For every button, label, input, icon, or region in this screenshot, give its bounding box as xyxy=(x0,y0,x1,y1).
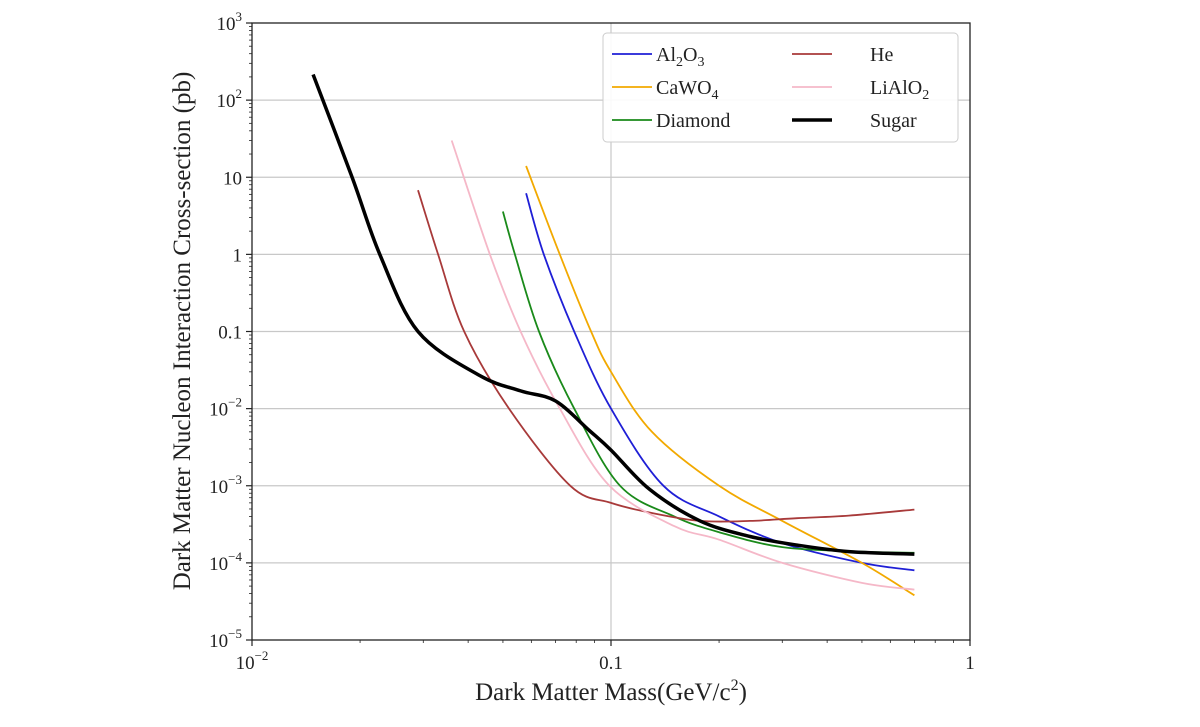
x-tick-label: 0.1 xyxy=(599,653,623,674)
legend-label: Diamond xyxy=(656,110,730,132)
series-line-lialo2 xyxy=(450,140,915,591)
series-group xyxy=(311,73,915,597)
legend-item-diamond: Diamond xyxy=(612,110,730,132)
series-line-sugar xyxy=(311,73,915,556)
y-tick-label: 10−5 xyxy=(209,626,242,652)
legend-label: He xyxy=(870,44,893,66)
series-line-diamond xyxy=(502,211,915,554)
y-tick-label: 103 xyxy=(217,9,243,35)
series-line-al2o3 xyxy=(525,193,915,572)
y-tick-label: 102 xyxy=(217,86,243,112)
legend-label: CaWO4 xyxy=(656,77,719,103)
y-tick-label: 10−3 xyxy=(209,472,242,498)
legend-item-lialo2: LiAlO2 xyxy=(792,77,929,103)
y-axis-label: Dark Matter Nucleon Interaction Cross-se… xyxy=(169,72,196,591)
y-tick-label: 1 xyxy=(233,245,243,266)
legend-label: Al2O3 xyxy=(656,44,704,70)
x-tick-label: 1 xyxy=(965,653,975,674)
legend-item-he: He xyxy=(792,44,893,66)
series-line-cawo4 xyxy=(525,165,915,597)
y-tick-label: 0.1 xyxy=(218,323,242,344)
y-tick-label: 10 xyxy=(223,168,242,189)
legend-label: LiAlO2 xyxy=(870,77,929,103)
series-line-he xyxy=(417,189,915,523)
legend-label: Sugar xyxy=(870,110,917,132)
legend-item-sugar: Sugar xyxy=(792,110,917,132)
legend-item-al2o3: Al2O3 xyxy=(612,44,704,70)
legend: Al2O3 CaWO4 Diamond He LiAlO2 Sugar xyxy=(602,32,959,143)
x-axis-label: Dark Matter Mass(GeV/c2) xyxy=(475,677,747,706)
y-tick-label: 10−4 xyxy=(209,549,242,575)
y-tick-label: 10−2 xyxy=(209,395,242,421)
x-tick-label: 10−2 xyxy=(236,648,269,674)
legend-item-cawo4: CaWO4 xyxy=(612,77,719,103)
legend-box xyxy=(602,32,959,143)
